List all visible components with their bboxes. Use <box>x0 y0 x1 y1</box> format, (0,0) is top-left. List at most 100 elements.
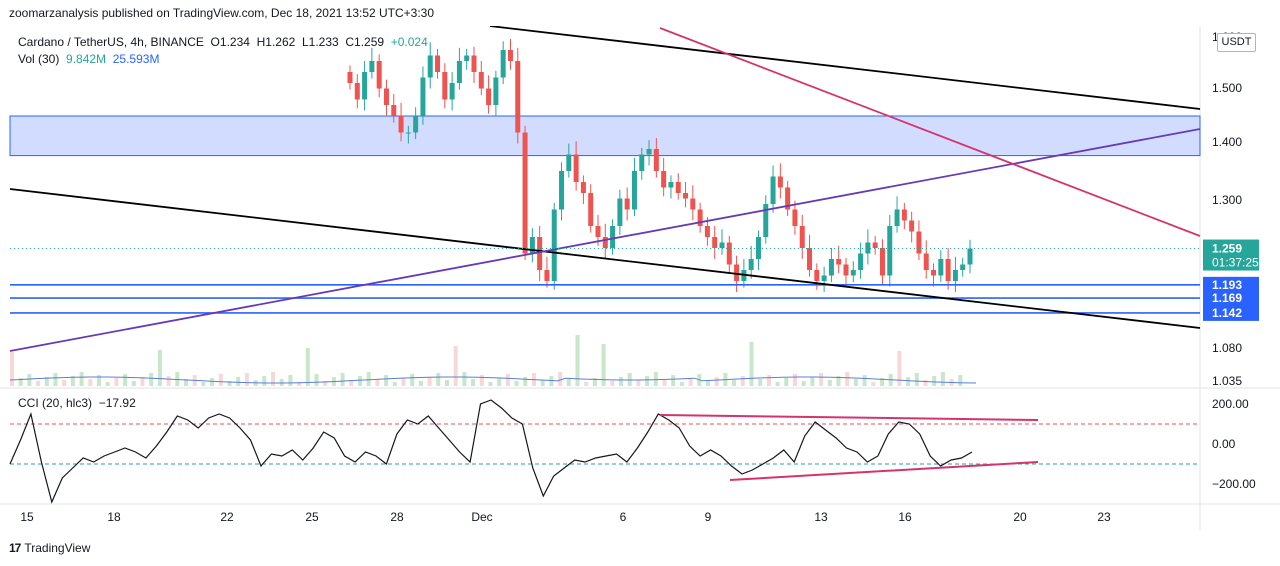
high-value: 1.262 <box>265 35 296 49</box>
supply-zone <box>9 115 1201 157</box>
volume-bar <box>114 378 119 386</box>
last-price-label: 1.259 <box>1212 242 1242 256</box>
cci-axis-tick: 0.00 <box>1212 437 1236 451</box>
volume-bar <box>914 373 919 386</box>
volume-bar <box>323 381 328 386</box>
volume-bar <box>462 372 467 386</box>
candle-body <box>493 77 499 105</box>
volume-bar <box>880 378 884 386</box>
volume-bar <box>18 378 23 386</box>
candle-body <box>719 242 725 248</box>
volume-bar <box>627 373 632 386</box>
candle-body <box>952 270 958 281</box>
volume-bar <box>853 379 858 386</box>
chart-area[interactable]: 1.0351.0801.1301.3001.4001.5001.6001.193… <box>0 26 1280 530</box>
volume-bar <box>445 380 449 386</box>
candle-body <box>486 88 492 105</box>
volume-bar <box>227 381 232 386</box>
countdown-label: 01:37:25 <box>1212 256 1259 270</box>
close-label: C <box>345 35 355 49</box>
volume-bar <box>131 381 136 386</box>
candle-body <box>734 264 740 281</box>
time-axis-tick: 6 <box>620 510 627 524</box>
time-axis-tick: 20 <box>1013 510 1027 524</box>
cci-upper-trendline <box>659 414 1039 421</box>
candle-body <box>391 105 397 116</box>
candle-body <box>362 72 368 100</box>
upper-black-trendline <box>489 26 1201 110</box>
candle-body <box>435 55 441 72</box>
candle-body <box>449 83 455 100</box>
volume-bar <box>558 372 563 386</box>
cci-label: CCI (20, hlc3) <box>18 396 93 410</box>
cci-line <box>9 399 973 504</box>
volume-bar <box>375 379 380 386</box>
volume-bar <box>732 380 737 386</box>
volume-bar <box>53 373 58 386</box>
volume-bar <box>923 380 928 386</box>
volume-bar <box>340 373 345 386</box>
candle-body <box>690 198 696 210</box>
time-axis-tick: 25 <box>305 510 319 524</box>
volume-bar <box>140 377 145 386</box>
low-label: L <box>301 35 309 49</box>
volume-bar <box>471 379 476 386</box>
candle-body <box>566 154 572 171</box>
cci-axis-tick: 200.00 <box>1212 397 1249 411</box>
candle-body <box>405 132 411 134</box>
volume-bar <box>384 375 389 386</box>
candle-body <box>456 61 462 83</box>
high-label: H <box>256 35 266 49</box>
candle-body <box>471 55 477 72</box>
volume-bar <box>366 372 371 386</box>
candle-body <box>427 55 433 78</box>
volume-bar <box>62 380 67 386</box>
candle-body <box>668 182 674 188</box>
candle-body <box>755 237 761 259</box>
time-axis-tick: 22 <box>220 510 234 524</box>
purple-trendline <box>9 128 1201 352</box>
candle-body <box>712 237 718 248</box>
time-axis-tick: 23 <box>1097 510 1111 524</box>
candle-body <box>967 248 973 265</box>
open-value: 1.234 <box>219 35 250 49</box>
candle-body <box>398 116 404 133</box>
candle-body <box>945 259 951 281</box>
price-tag <box>1203 304 1259 321</box>
volume-bar <box>184 379 188 386</box>
volume-bar <box>349 380 354 386</box>
volume-bar <box>932 376 937 386</box>
volume-bar <box>410 374 415 386</box>
volume-bar <box>123 374 128 386</box>
candle-body <box>763 204 769 237</box>
currency-button[interactable]: USDT <box>1217 33 1256 52</box>
volume-bar <box>88 379 93 386</box>
volume-bar <box>810 377 815 386</box>
volume-bar <box>793 374 797 386</box>
candle-body <box>697 209 703 226</box>
candle-body <box>588 193 594 226</box>
candle-body <box>631 171 637 210</box>
volume-legend: Vol (30) 9.842M 25.593M <box>18 52 159 66</box>
price-chart-svg[interactable]: 1.0351.0801.1301.3001.4001.5001.6001.193… <box>0 26 1280 530</box>
volume-bar <box>958 375 963 386</box>
time-axis-tick: 28 <box>390 510 404 524</box>
candle-body <box>595 226 601 237</box>
candle-body <box>537 237 543 270</box>
candle-body <box>879 248 885 276</box>
volume-bar <box>218 374 223 386</box>
change-value: +0.024 <box>390 35 428 49</box>
candle-body <box>909 220 915 232</box>
close-value: 1.259 <box>354 35 385 49</box>
volume-bar <box>157 350 162 386</box>
volume-ma-value: 25.593M <box>112 52 160 66</box>
candle-body <box>661 171 667 188</box>
volume-bar <box>671 375 676 386</box>
candle-body <box>464 55 470 61</box>
price-tag <box>1203 290 1259 307</box>
volume-bar <box>645 376 650 386</box>
volume-bar <box>758 379 763 386</box>
candle-body <box>383 88 389 105</box>
volume-bar <box>575 335 580 386</box>
volume-bar <box>688 378 693 386</box>
